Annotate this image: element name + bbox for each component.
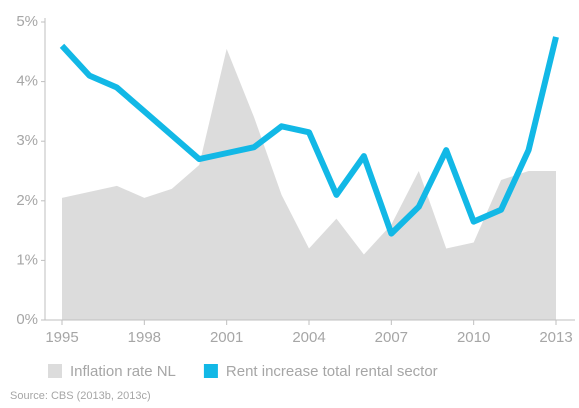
x-tick-label: 2013 xyxy=(539,329,572,346)
x-tick-label: 2007 xyxy=(375,329,408,346)
x-tick-label: 2001 xyxy=(210,329,243,346)
x-tick-label: 2010 xyxy=(457,329,490,346)
y-tick-label: 5% xyxy=(16,13,38,30)
y-tick-label: 4% xyxy=(16,73,38,90)
x-tick-label: 1998 xyxy=(128,329,161,346)
area xyxy=(62,48,556,320)
line xyxy=(59,36,559,237)
source: Source: CBS (2013b, 2013c) xyxy=(10,390,151,402)
x-tick-label: 1995 xyxy=(45,329,78,346)
y-tick-label: 1% xyxy=(16,251,38,268)
y-tick-label: 0% xyxy=(16,311,38,328)
y-tick-label: 2% xyxy=(16,192,38,209)
legend-label: Inflation rate NL xyxy=(70,363,176,380)
x-tick-label: 2004 xyxy=(292,329,325,346)
legend-swatch xyxy=(48,364,62,378)
legend-swatch xyxy=(203,364,218,378)
legend-label: Rent increase total rental sector xyxy=(226,363,438,380)
y-tick-label: 3% xyxy=(16,132,38,149)
